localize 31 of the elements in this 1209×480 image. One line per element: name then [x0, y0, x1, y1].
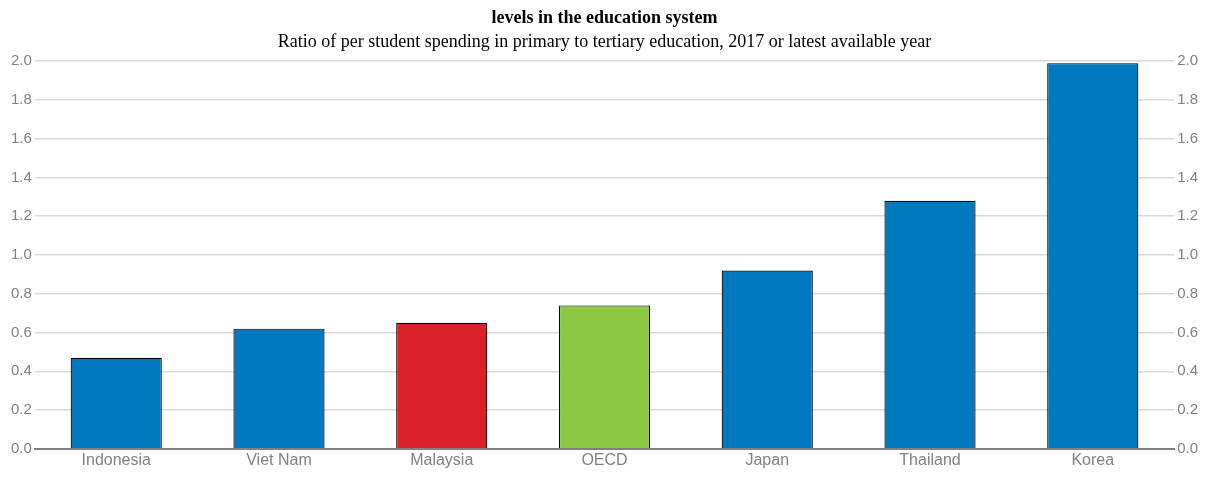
y2-tick-label: 1.2 — [1177, 206, 1199, 224]
x-tick-label: Indonesia — [81, 450, 152, 468]
y2-tick-label: 1.0 — [1177, 245, 1199, 263]
y-tick-label: 0.8 — [10, 283, 32, 301]
y2-tick-label: 0.2 — [1177, 400, 1199, 418]
y-tick-label: 1.2 — [10, 206, 32, 224]
y-tick-label: 1.0 — [10, 245, 32, 263]
x-tick-label: Korea — [1071, 450, 1115, 468]
y-tick-label: 1.8 — [10, 90, 32, 108]
x-tick-label: Viet Nam — [246, 450, 312, 468]
y-tick-label: 2.0 — [10, 51, 32, 69]
y2-tick-label: 2.0 — [1177, 51, 1199, 69]
x-tick-label: Malaysia — [410, 450, 474, 468]
y-tick-label: 1.6 — [10, 128, 32, 146]
y2-tick-label: 1.6 — [1177, 128, 1199, 146]
y-tick-label: 0.0 — [10, 438, 32, 456]
y2-tick-label: 0.6 — [1177, 322, 1199, 340]
y2-tick-label: 1.8 — [1177, 90, 1199, 108]
chart-title: levels in the education system — [491, 7, 718, 28]
y2-tick-label: 0.8 — [1177, 283, 1199, 301]
x-tick-label: Japan — [745, 450, 790, 468]
y2-tick-label: 1.4 — [1177, 167, 1199, 185]
x-tick-label: OECD — [581, 450, 628, 468]
y-tick-label: 0.2 — [10, 400, 32, 418]
x-tick-label: Thailand — [899, 450, 961, 468]
y2-tick-label: 0.0 — [1177, 438, 1199, 456]
y2-tick-label: 0.4 — [1177, 361, 1199, 379]
chart-subtitle: Ratio of per student spending in primary to tertiary education, 2017 or latest available year — [277, 31, 932, 52]
y-tick-label: 0.4 — [10, 361, 32, 379]
y-tick-label: 1.4 — [10, 167, 32, 185]
y-tick-label: 0.6 — [10, 322, 32, 340]
